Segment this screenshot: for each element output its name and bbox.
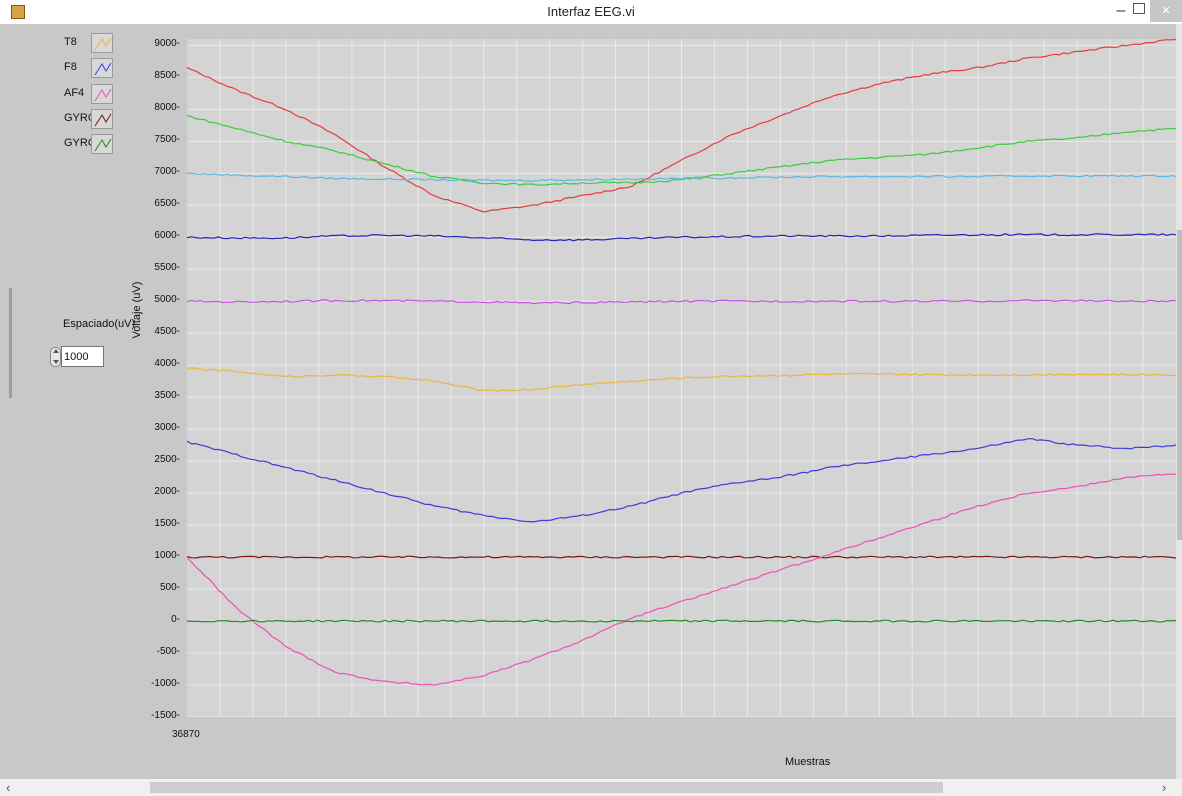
series-line-7 xyxy=(186,437,1177,523)
y-tick-label: 1500- xyxy=(154,518,180,530)
spacing-label: Espaciado(uV) xyxy=(63,318,136,330)
y-tick-label: 8000- xyxy=(154,102,180,114)
scroll-right-icon[interactable]: › xyxy=(1162,780,1167,795)
legend-swatch-line-icon[interactable] xyxy=(91,109,113,129)
legend-line xyxy=(94,37,112,51)
spacing-input[interactable] xyxy=(61,346,104,367)
series-line-9 xyxy=(186,473,1177,686)
spacing-increment-decrement[interactable] xyxy=(50,347,61,367)
y-tick-label: 2000- xyxy=(154,486,180,498)
legend-label: T8 xyxy=(64,36,77,48)
series-line-4 xyxy=(186,233,1177,242)
series-line-5 xyxy=(186,299,1177,305)
y-tick-label: 3500- xyxy=(154,390,180,402)
series-line-3 xyxy=(186,172,1177,182)
title-bar: Interfaz EEG.vi – × xyxy=(0,0,1182,24)
x-axis-label: Muestras xyxy=(785,756,831,768)
minimize-button[interactable]: – xyxy=(1116,2,1126,19)
y-tick-label: -1500- xyxy=(151,710,180,721)
decrement-arrow-icon[interactable] xyxy=(53,360,59,364)
y-tick-label: 3000- xyxy=(154,422,180,434)
y-tick-label: 6500- xyxy=(154,198,180,210)
y-tick-label: 2500- xyxy=(154,454,180,466)
legend-line xyxy=(94,88,112,102)
y-tick-label: -1000- xyxy=(151,678,180,690)
series-line-10 xyxy=(186,619,1177,623)
horizontal-scrollbar[interactable]: ‹ › xyxy=(0,779,1182,796)
labview-app-icon[interactable] xyxy=(11,5,25,19)
series-line-6 xyxy=(186,367,1177,392)
y-tick-label: 7000- xyxy=(154,166,180,178)
x-tick-label: 36870 xyxy=(172,729,200,740)
waveform-chart[interactable] xyxy=(186,38,1177,718)
legend-swatch-line-icon[interactable] xyxy=(91,58,113,78)
y-tick-label: 5500- xyxy=(154,262,180,274)
legend-label: AF4 xyxy=(64,87,85,99)
y-tick-label: 1000- xyxy=(154,550,180,562)
series-line-8 xyxy=(186,555,1177,559)
y-tick-label: 4500- xyxy=(154,326,180,338)
legend-swatch-line-icon[interactable] xyxy=(91,134,113,154)
legend-line xyxy=(94,138,112,152)
increment-arrow-icon[interactable] xyxy=(53,349,59,353)
y-tick-label: 5000- xyxy=(154,294,180,306)
y-tick-label: 4000- xyxy=(154,358,180,370)
y-tick-label: 0- xyxy=(171,614,180,626)
scroll-left-icon[interactable]: ‹ xyxy=(6,780,11,795)
legend-line xyxy=(94,113,112,127)
y-tick-label: 500- xyxy=(159,582,180,594)
y-tick-label: 6000- xyxy=(154,230,180,242)
close-button[interactable]: × xyxy=(1150,0,1182,22)
y-tick-label: 7500- xyxy=(154,134,180,146)
series-line-2 xyxy=(186,115,1177,186)
y-tick-label: -500- xyxy=(156,646,180,658)
maximize-button[interactable] xyxy=(1133,3,1145,14)
y-tick-label: 8500- xyxy=(154,70,180,82)
legend-swatch-line-icon[interactable] xyxy=(91,33,113,53)
window-title: Interfaz EEG.vi xyxy=(547,4,635,19)
vertical-scroll-thumb[interactable] xyxy=(1177,230,1182,540)
left-splitter-handle[interactable] xyxy=(9,288,12,398)
legend-swatch-line-icon[interactable] xyxy=(91,84,113,104)
series-line-1 xyxy=(186,38,1177,213)
plot-area[interactable] xyxy=(186,38,1177,718)
horizontal-scroll-thumb[interactable] xyxy=(150,782,943,793)
legend-line xyxy=(94,62,112,76)
legend-label: F8 xyxy=(64,61,77,73)
y-tick-label: 9000- xyxy=(154,38,180,50)
